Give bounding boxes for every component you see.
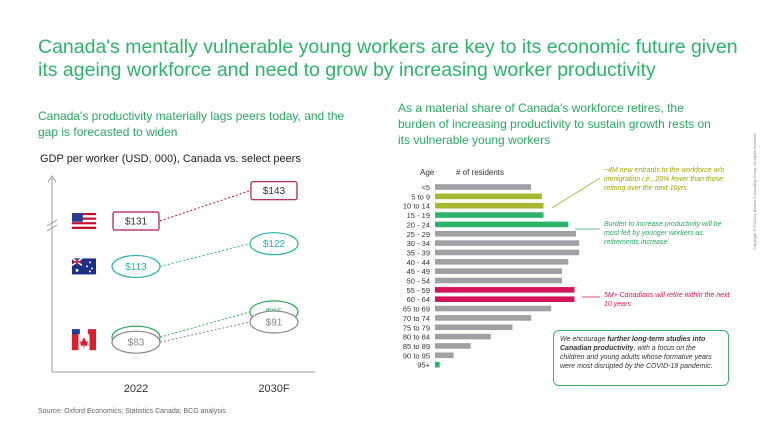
annotation-connector xyxy=(551,177,601,209)
value-label: $113 xyxy=(125,262,147,273)
value-bubble xyxy=(249,310,299,334)
value-label: $131 xyxy=(125,216,148,227)
age-bar xyxy=(435,287,575,293)
age-bar xyxy=(435,305,552,312)
value-bubble xyxy=(249,232,299,256)
age-category-label: 75 to 79 xyxy=(403,323,430,332)
recommendation-box: We encourage further long-term studies i… xyxy=(553,330,729,386)
age-category-label: <5 xyxy=(421,183,430,192)
bar-chart-title: # of residents xyxy=(456,168,504,177)
age-bar xyxy=(435,259,569,265)
age-category-label: 85 to 89 xyxy=(403,342,430,351)
note-prefix: We encourage xyxy=(560,336,608,343)
value-label: $83 xyxy=(128,338,145,349)
age-category-label: 50 - 54 xyxy=(407,277,430,286)
axis-break-mark xyxy=(46,219,58,232)
value-label: $122 xyxy=(263,239,286,250)
age-category-label: 25 - 29 xyxy=(407,230,430,239)
age-bar xyxy=(435,324,513,331)
age-category-label: 80 to 84 xyxy=(403,333,430,342)
value-bubble xyxy=(111,330,161,354)
note-suffix: , with a focus on the children and young… xyxy=(560,345,713,370)
age-bar xyxy=(435,333,491,340)
connector-line xyxy=(159,311,251,338)
age-category-label: 20 - 24 xyxy=(407,220,430,229)
age-category-label: 40 - 44 xyxy=(407,258,430,267)
age-category-label: 70 to 74 xyxy=(403,314,430,323)
age-bar xyxy=(435,296,575,302)
age-bar xyxy=(435,277,563,284)
gdp-chart-title: GDP per worker (USD, 000), Canada vs. se… xyxy=(40,153,301,165)
connector-line xyxy=(159,243,251,267)
age-bar xyxy=(435,352,454,359)
value-box xyxy=(112,211,160,231)
page-title: Canada's mentally vulnerable young worke… xyxy=(38,36,738,81)
age-category-label: 5 to 9 xyxy=(411,192,430,201)
x-tick-label: 2022 xyxy=(124,383,148,395)
annotation-burden: Burden to increase productivity will be … xyxy=(604,221,722,246)
connector-line xyxy=(159,321,251,343)
age-category-label: 15 - 19 xyxy=(407,211,430,220)
age-bar xyxy=(435,249,580,256)
age-category-label: 95+ xyxy=(417,361,430,370)
age-bar xyxy=(435,212,544,218)
age-category-label: 90 to 95 xyxy=(403,351,430,360)
annotation-retirements: 5M+ Canadians will retire within the nex… xyxy=(604,292,730,308)
age-bar xyxy=(435,343,471,349)
age-category-label: 45 - 49 xyxy=(407,267,430,276)
age-category-label: 65 to 69 xyxy=(403,305,430,314)
age-bar xyxy=(435,315,532,321)
connector-line xyxy=(159,190,251,222)
age-bar xyxy=(435,361,440,368)
age-bar xyxy=(435,221,569,228)
age-bar xyxy=(435,240,580,246)
value-label: $143 xyxy=(263,186,286,197)
us-flag xyxy=(72,212,96,229)
age-bar xyxy=(435,202,544,209)
note-bold: further long-term studies into Canadian … xyxy=(560,336,706,352)
x-tick-label: 2030F xyxy=(258,383,289,395)
canada-flag xyxy=(72,334,96,351)
age-category-label: 10 to 14 xyxy=(403,202,430,211)
age-category-label: 60 - 64 xyxy=(407,295,430,304)
age-bar xyxy=(435,184,532,190)
age-bar xyxy=(435,230,577,237)
australia-flag xyxy=(71,257,96,275)
value-box xyxy=(250,181,298,201)
right-subtitle: As a material share of Canada's workforc… xyxy=(398,101,711,147)
age-axis-label: Age xyxy=(420,168,435,177)
source-note: Source: Oxford Economics; Statistics Can… xyxy=(38,408,226,415)
left-subtitle: Canada's productivity materially lags pe… xyxy=(38,109,345,139)
age-category-label: 30 - 34 xyxy=(407,239,430,248)
value-bubble xyxy=(111,254,161,279)
age-bar xyxy=(435,193,542,200)
age-bar xyxy=(435,268,563,274)
annotation-new-entrants: ~4M new entrants to the workforce w/o im… xyxy=(604,167,725,192)
age-category-label: 35 - 39 xyxy=(407,248,430,257)
value-label: $91 xyxy=(266,317,283,328)
age-category-label: 55 - 59 xyxy=(407,286,430,295)
y-axis-arrow xyxy=(47,175,57,183)
